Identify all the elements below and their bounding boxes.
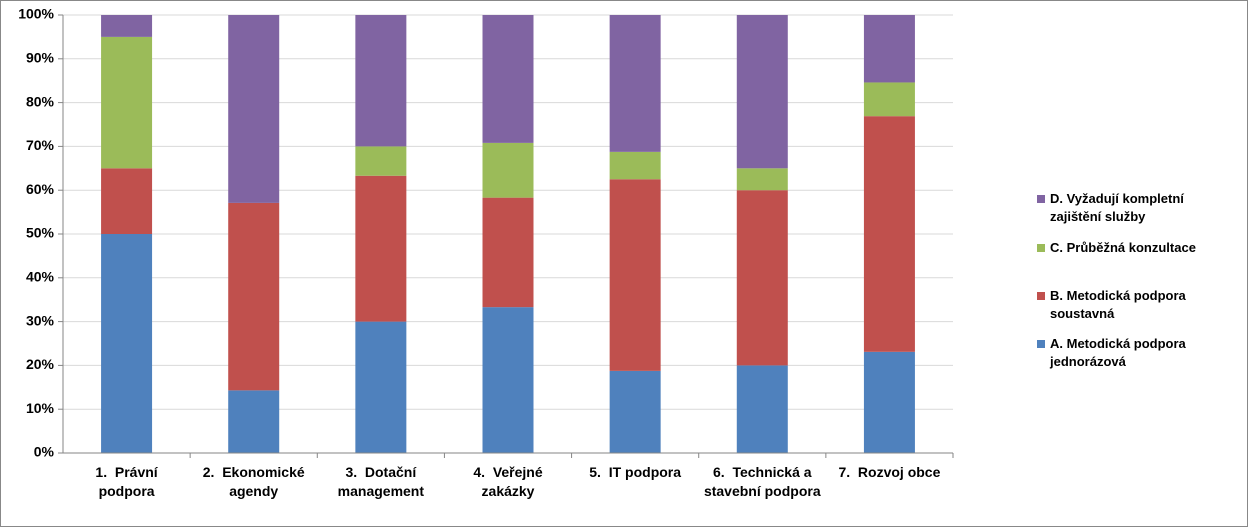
bar-segment <box>355 15 407 147</box>
y-tick-label: 20% <box>26 356 55 372</box>
legend-label: B. Metodická podpora soustavná <box>1050 288 1186 321</box>
y-tick-label: 60% <box>26 181 55 197</box>
bar-segment <box>482 15 534 143</box>
y-tick-label: 100% <box>18 6 54 22</box>
legend-swatch <box>1037 340 1045 348</box>
legend-label: C. Průběžná konzultace <box>1050 240 1196 255</box>
bar-segment <box>228 202 280 391</box>
bar-segment <box>609 179 661 371</box>
bar-segment <box>101 15 153 37</box>
bar-segment <box>101 36 153 169</box>
x-tick-label: 2. Ekonomické agendy <box>202 464 309 499</box>
bar-segment <box>863 15 915 83</box>
legend-label: D. Vyžadují kompletní zajištění služby <box>1050 191 1184 224</box>
bar-segment <box>736 168 788 191</box>
y-tick-label: 90% <box>26 50 55 66</box>
bar-segment <box>736 190 788 366</box>
x-tick-label: 6. Technická a stavební podpora <box>703 464 821 499</box>
bar-segment <box>355 321 407 453</box>
y-tick-label: 40% <box>26 269 55 285</box>
bar-segment <box>228 390 280 453</box>
y-tick-label: 70% <box>26 137 55 153</box>
bar-segment <box>736 15 788 169</box>
bar-segment <box>101 168 153 234</box>
x-tick-label: 3. Dotační management <box>337 464 425 499</box>
bar-segment <box>482 142 534 198</box>
bar-segment <box>609 15 661 152</box>
bar-segment <box>863 116 915 352</box>
x-tick-label: 7. Rozvoj obce <box>838 464 941 480</box>
bar-segment <box>355 175 407 322</box>
legend-swatch <box>1037 195 1045 203</box>
legend-swatch <box>1037 292 1045 300</box>
y-tick-label: 10% <box>26 400 55 416</box>
bar-segment <box>228 15 280 203</box>
bar-segment <box>609 151 661 180</box>
bar-segment <box>736 365 788 453</box>
y-tick-label: 50% <box>26 225 55 241</box>
y-tick-label: 0% <box>34 444 55 460</box>
x-tick-label: 4. Veřejné zakázky <box>473 464 547 499</box>
x-tick-label: 5. IT podpora <box>589 464 682 480</box>
x-tick-label: 1. Právní podpora <box>95 464 162 499</box>
bar-segment <box>609 370 661 453</box>
legend-swatch <box>1037 244 1045 252</box>
bar-segment <box>482 197 534 308</box>
y-tick-label: 80% <box>26 93 55 109</box>
bar-segment <box>482 307 534 453</box>
legend-label: A. Metodická podpora jednorázová <box>1050 336 1186 369</box>
bar-segment <box>863 351 915 453</box>
bar-segment <box>863 82 915 117</box>
y-tick-label: 30% <box>26 312 55 328</box>
bar-segment <box>101 234 153 453</box>
bar-segment <box>355 146 407 176</box>
